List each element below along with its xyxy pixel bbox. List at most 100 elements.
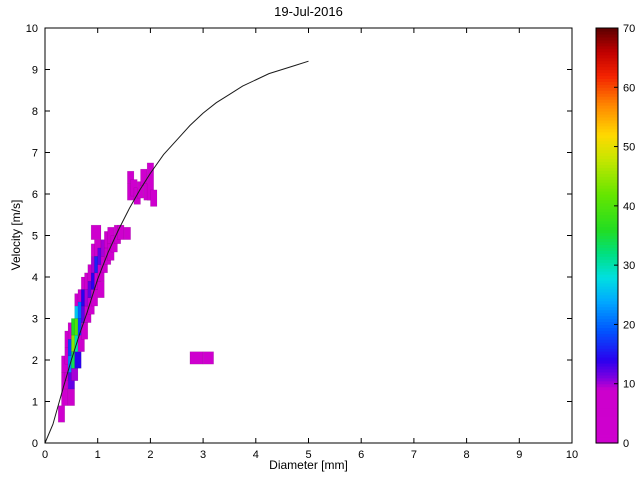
- colorbar-strip: [596, 440, 618, 444]
- colorbar-strip: [596, 134, 618, 139]
- y-tick-label: 9: [32, 65, 38, 77]
- colorbar-strip: [596, 318, 618, 323]
- heatmap-cell: [123, 226, 131, 240]
- x-tick-label: 6: [358, 449, 364, 461]
- colorbar-strip: [596, 57, 618, 62]
- colorbar-strip: [596, 99, 618, 103]
- colorbar-strip: [596, 54, 618, 59]
- colorbar-strip: [596, 87, 618, 91]
- colorbar-strip: [596, 271, 618, 275]
- plot-title: 19-Jul-2016: [274, 4, 343, 19]
- colorbar-strip: [596, 274, 618, 278]
- colorbar-strip: [596, 176, 618, 180]
- colorbar-strip: [596, 327, 618, 331]
- colorbar-strip: [596, 437, 618, 441]
- colorbar-strip: [596, 63, 618, 68]
- colorbar-strip: [596, 84, 618, 88]
- colorbar-strip: [596, 131, 618, 136]
- colorbar-strip: [596, 306, 618, 311]
- colorbar-strip: [596, 66, 618, 71]
- x-tick-label: 3: [200, 449, 206, 461]
- x-tick-label: 10: [566, 449, 578, 461]
- y-tick-label: 2: [32, 355, 38, 367]
- x-tick-label: 9: [516, 449, 522, 461]
- colorbar-strip: [596, 119, 618, 124]
- colorbar-strip: [596, 39, 618, 44]
- colorbar-strip: [596, 333, 618, 337]
- colorbar-strip: [596, 297, 618, 302]
- colorbar-strip: [596, 161, 618, 165]
- heatmap-cell: [202, 351, 214, 365]
- colorbar-strip: [596, 196, 618, 201]
- colorbar-strip: [596, 185, 618, 189]
- colorbar-strip: [596, 392, 618, 397]
- colorbar-strip: [596, 167, 618, 171]
- y-tick-label: 5: [32, 231, 38, 243]
- colorbar-strip: [596, 149, 618, 154]
- colorbar-strip: [596, 282, 618, 287]
- colorbar-strip: [596, 199, 618, 204]
- colorbar-strip: [596, 69, 618, 74]
- colorbar-strip: [596, 321, 618, 326]
- colorbar-strip: [596, 362, 618, 367]
- x-tick-label: 5: [305, 449, 311, 461]
- colorbar-strip: [596, 45, 618, 50]
- colorbar-strip: [596, 143, 618, 148]
- colorbar-strip: [596, 309, 618, 314]
- colorbar-tick-label: 30: [623, 260, 635, 272]
- colorbar-strip: [596, 365, 618, 370]
- colorbar-strip: [596, 28, 618, 32]
- colorbar-strip: [596, 256, 618, 260]
- colorbar-strip: [596, 229, 618, 234]
- x-axis-label: Diameter [mm]: [269, 458, 348, 472]
- colorbar-strip: [596, 238, 618, 243]
- colorbar-strip: [596, 111, 618, 115]
- x-tick-label: 0: [42, 449, 48, 461]
- colorbar-strip: [596, 220, 618, 225]
- colorbar-strip: [596, 294, 618, 299]
- colorbar-strip: [596, 93, 618, 97]
- colorbar-strip: [596, 182, 618, 186]
- colorbar-strip: [596, 288, 618, 293]
- colorbar-strip: [596, 140, 618, 145]
- colorbar-strip: [596, 102, 618, 106]
- heatmap-cell: [150, 189, 158, 207]
- x-tick-label: 8: [464, 449, 470, 461]
- colorbar-strip: [596, 122, 618, 127]
- colorbar-strip: [596, 226, 618, 231]
- colorbar-strip: [596, 170, 618, 174]
- x-tick-label: 2: [147, 449, 153, 461]
- colorbar-strip: [596, 377, 618, 382]
- x-tick-label: 1: [95, 449, 101, 461]
- colorbar-strip: [596, 235, 618, 240]
- colorbar-strip: [596, 354, 618, 358]
- colorbar-tick-label: 70: [623, 23, 635, 35]
- colorbar-strip: [596, 51, 618, 56]
- heatmap-cell: [57, 405, 66, 423]
- colorbar-strip: [596, 164, 618, 168]
- colorbar-strip: [596, 425, 618, 429]
- colorbar-strip: [596, 48, 618, 53]
- colorbar-strip: [596, 389, 618, 394]
- colorbar-strip: [596, 179, 618, 183]
- colorbar-tick-label: 40: [623, 201, 635, 213]
- colorbar-strip: [596, 217, 618, 222]
- colorbar-tick-label: 0: [623, 438, 629, 450]
- colorbar-strip: [596, 202, 618, 207]
- colorbar-strip: [596, 268, 618, 272]
- colorbar-strip: [596, 223, 618, 228]
- colorbar-strip: [596, 428, 618, 432]
- colorbar-strip: [596, 368, 618, 373]
- colorbar-strip: [596, 351, 618, 355]
- heatmap-cell: [189, 351, 204, 365]
- colorbar-strip: [596, 371, 618, 376]
- colorbar-box: [595, 27, 619, 444]
- heatmap-cell: [90, 224, 102, 240]
- colorbar-strip: [596, 401, 618, 406]
- colorbar-strip: [596, 81, 618, 85]
- colorbar-strip: [596, 277, 618, 281]
- y-tick-label: 10: [26, 23, 38, 35]
- colorbar-strip: [596, 90, 618, 94]
- colorbar-strip: [596, 247, 618, 251]
- colorbar-strip: [596, 262, 618, 266]
